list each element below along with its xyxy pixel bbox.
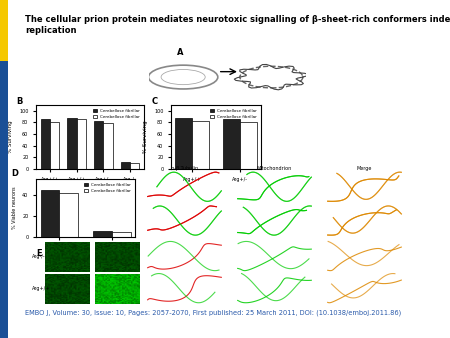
Y-axis label: % Surviving: % Surviving (9, 121, 13, 153)
Bar (68, 118, 77, 169)
Bar (40, 190, 59, 237)
Text: C: C (151, 97, 158, 106)
Bar (59, 193, 77, 237)
Bar (130, 163, 139, 169)
Legend: Cerebellose fibrillar, Cerebellose fibrillar: Cerebellose fibrillar, Cerebellose fibri… (91, 107, 142, 120)
Text: Arg+/+: Arg+/+ (32, 287, 50, 291)
Text: Merge: Merge (357, 166, 372, 171)
Bar (175, 118, 192, 169)
Bar (94, 121, 103, 169)
Bar (192, 121, 209, 169)
Bar (94, 232, 112, 237)
Title: PBS: PBS (63, 268, 72, 273)
Bar (77, 119, 86, 169)
Text: EMBO J, Volume: 30, Issue: 10, Pages: 2057-2070, First published: 25 March 2011,: EMBO J, Volume: 30, Issue: 10, Pages: 20… (25, 309, 401, 316)
Title: β-Peptides: β-Peptides (104, 268, 130, 273)
Text: Mitochondrion: Mitochondrion (257, 166, 292, 171)
Y-axis label: % Viable neurons: % Viable neurons (12, 187, 17, 229)
Text: D: D (11, 169, 18, 178)
Text: E: E (36, 249, 41, 258)
Text: The cellular prion protein mediates neurotoxic signalling of β-sheet-rich confor: The cellular prion protein mediates neur… (25, 15, 450, 34)
Legend: Cerebellose fibrillar, Cerebellose fibrillar: Cerebellose fibrillar, Cerebellose fibri… (208, 107, 259, 120)
Legend: Cerebellose fibrillar, Cerebellose fibrillar: Cerebellose fibrillar, Cerebellose fibri… (82, 181, 133, 195)
Text: B: B (17, 97, 23, 106)
Text: α-β Tubulin: α-β Tubulin (171, 166, 198, 171)
Bar (41, 119, 50, 169)
Bar (50, 122, 59, 169)
Bar (112, 233, 130, 237)
Bar (240, 122, 257, 169)
Text: Arg-/-: Arg-/- (32, 255, 45, 259)
Y-axis label: % Surviving: % Surviving (144, 121, 149, 153)
Bar (103, 123, 112, 169)
Text: A: A (177, 48, 183, 57)
Bar (223, 119, 240, 169)
Bar (121, 162, 130, 169)
